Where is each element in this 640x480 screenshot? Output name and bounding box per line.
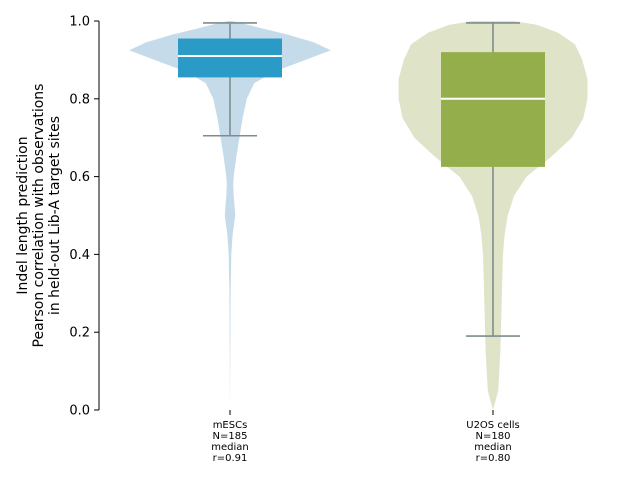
y-tick-label-5: 1.0 xyxy=(69,15,90,30)
y-tick-label-2: 0.4 xyxy=(69,248,90,263)
x-tick-label-0-1: N=185 xyxy=(213,431,248,442)
y-tick-label-0: 0.0 xyxy=(69,404,90,419)
violin-body-0 xyxy=(129,21,331,410)
y-tick-label-1: 0.2 xyxy=(69,326,90,341)
y-tick-label-4: 0.8 xyxy=(69,92,90,107)
y-axis-label-line-2: in held-out Lib-A target sites xyxy=(47,116,63,315)
x-tick-label-1-2: median xyxy=(474,442,512,453)
x-tick-label-1-1: N=180 xyxy=(476,431,511,442)
iqr-box-0 xyxy=(178,38,282,78)
y-axis: 0.0 0.2 0.4 0.6 0.8 1.0 xyxy=(69,15,100,419)
y-tick-label-3: 0.6 xyxy=(69,170,90,185)
x-tick-label-0-2: median xyxy=(211,442,249,453)
y-axis-label: Indel length predictionPearson correlati… xyxy=(15,84,63,348)
x-tick-label-1-0: U2OS cells xyxy=(466,420,520,431)
x-tick-label-1-3: r=0.80 xyxy=(476,453,511,464)
y-axis-label-line-0: Indel length prediction xyxy=(15,136,31,294)
y-axis-label-line-1: Pearson correlation with observations xyxy=(31,84,47,348)
x-tick-label-0-0: mESCs xyxy=(213,420,248,431)
box-layer xyxy=(178,22,545,337)
x-tick-label-0-3: r=0.91 xyxy=(213,453,248,464)
iqr-box-1 xyxy=(441,52,545,167)
